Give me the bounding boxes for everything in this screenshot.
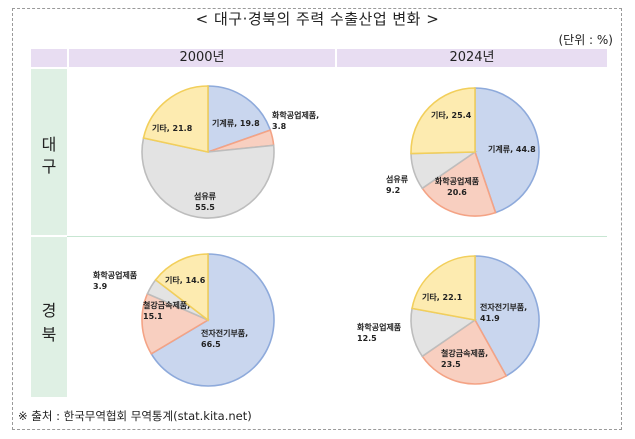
pie-label-3-1: 철강금속제품, 23.5 bbox=[441, 348, 488, 369]
column-header-2000: 2000년 bbox=[69, 49, 335, 67]
row-label-daegu: 대 구 bbox=[31, 69, 67, 235]
header-corner bbox=[31, 49, 67, 67]
pie-label-1-2: 섬유류 9.2 bbox=[386, 174, 409, 195]
pie-label-1-3: 기타, 25.4 bbox=[431, 110, 472, 120]
pie-slice-2-0 bbox=[150, 253, 275, 387]
row-label-gyeongbuk-char1: 경 bbox=[41, 301, 57, 320]
pie-label-2-0: 전자전기부품, 66.5 bbox=[201, 328, 248, 349]
unit-label: (단위 : %) bbox=[558, 33, 613, 47]
page-title: < 대구·경북의 주력 수출산업 변화 > bbox=[0, 8, 635, 29]
pie-label-1-1: 화학공업제품 20.6 bbox=[435, 176, 480, 197]
column-header-2024: 2024년 bbox=[337, 49, 607, 67]
pie-slice-3-0 bbox=[474, 255, 540, 377]
pie-label-0-0: 기계류, 19.8 bbox=[212, 118, 260, 128]
pie-label-3-0: 전자전기부품, 41.9 bbox=[480, 302, 527, 323]
row-divider bbox=[67, 236, 607, 237]
pie-slice-1-3 bbox=[410, 87, 476, 155]
pie-slice-2-1 bbox=[141, 292, 210, 355]
pie-label-0-3: 기타, 21.8 bbox=[152, 123, 193, 133]
pie-slice-0-2 bbox=[141, 137, 275, 219]
row-label-daegu-char1: 대 bbox=[41, 135, 57, 154]
pie-label-0-2: 섬유류 55.5 bbox=[194, 191, 217, 212]
pie-label-0-1: 화학공업제품, 3.8 bbox=[272, 110, 319, 131]
pie-slice-0-3 bbox=[142, 85, 209, 153]
pie-label-2-1: 철강금속제품, 15.1 bbox=[143, 300, 190, 321]
row-label-daegu-char2: 구 bbox=[41, 157, 57, 176]
pie-label-3-2: 화학공업제품 12.5 bbox=[357, 322, 402, 343]
chart-frame bbox=[12, 8, 622, 430]
row-label-gyeongbuk-char2: 북 bbox=[41, 325, 57, 344]
pie-slice-3-1 bbox=[421, 318, 508, 385]
pie-slice-3-3 bbox=[411, 255, 476, 321]
pie-slice-1-0 bbox=[474, 87, 540, 214]
pie-label-1-0: 기계류, 44.8 bbox=[488, 144, 536, 154]
row-label-gyeongbuk: 경 북 bbox=[31, 237, 67, 397]
pie-slice-2-3 bbox=[154, 253, 209, 322]
pie-label-2-3: 기타, 14.6 bbox=[165, 275, 206, 285]
source-note: ※ 출처 : 한국무역협회 무역통계(stat.kita.net) bbox=[18, 409, 252, 423]
pie-label-2-2: 화학공업제품 3.9 bbox=[93, 270, 138, 291]
pie-slice-1-1 bbox=[421, 150, 497, 217]
pie-label-3-3: 기타, 22.1 bbox=[422, 292, 463, 302]
